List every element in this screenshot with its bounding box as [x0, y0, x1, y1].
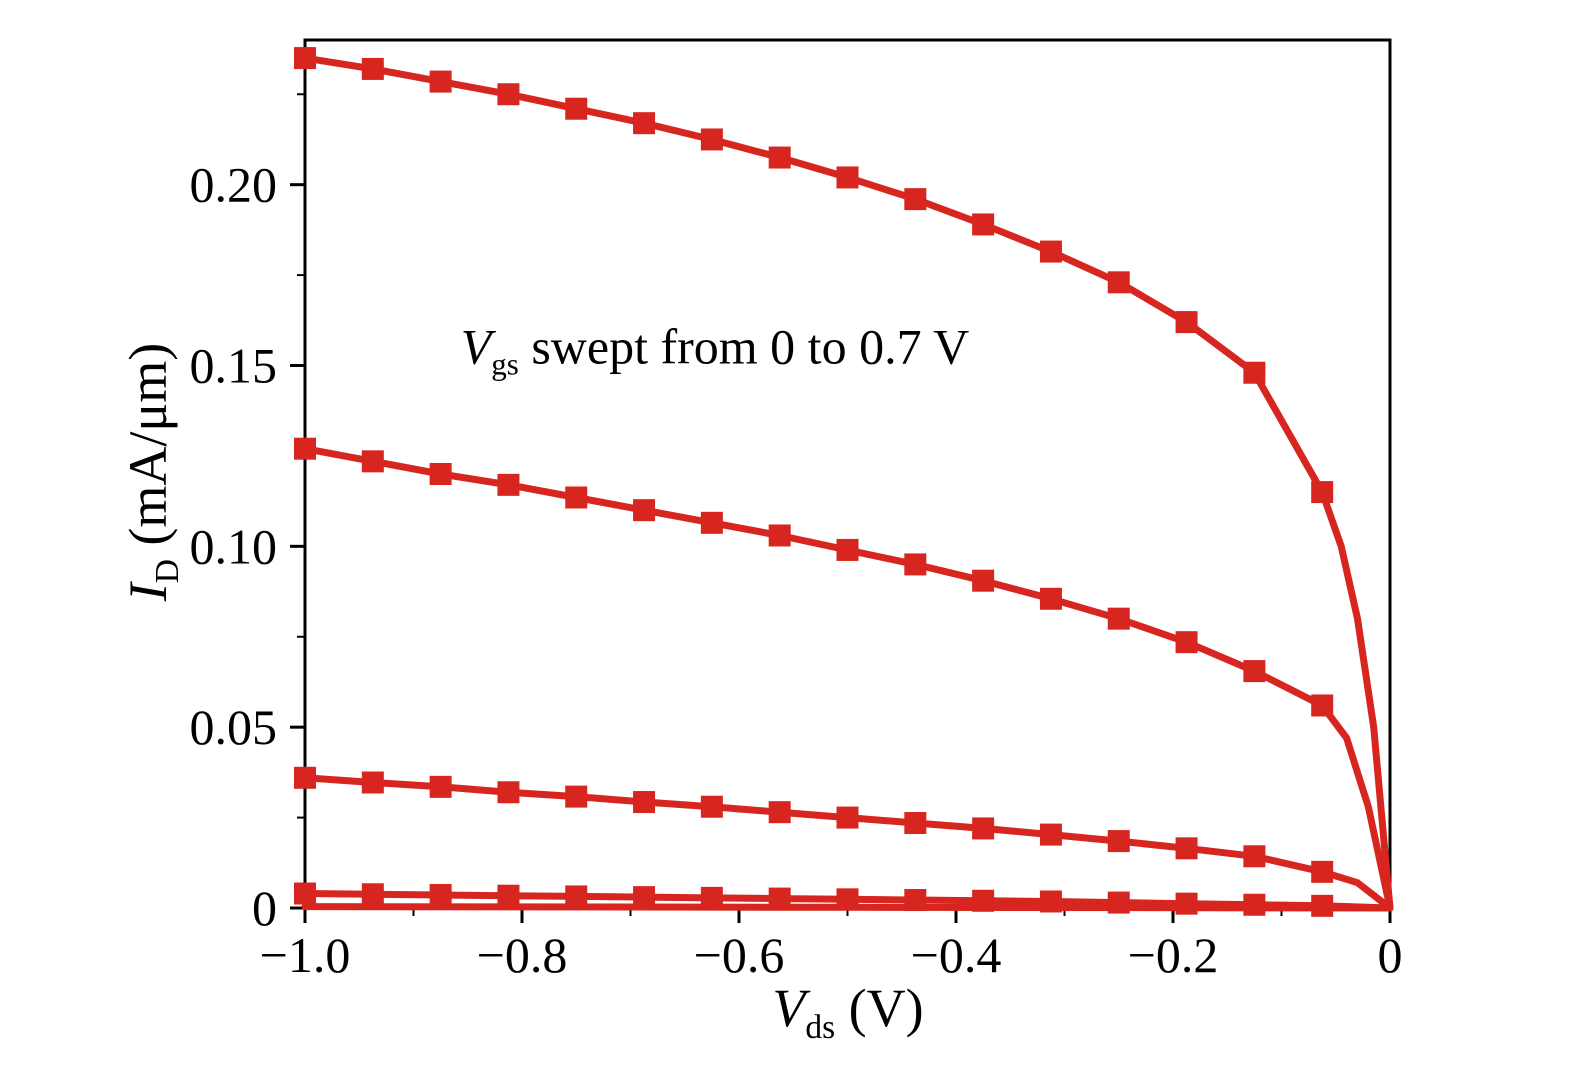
curve-1-marker	[1311, 481, 1334, 504]
curve-3-marker	[972, 817, 995, 840]
curve-1-marker	[1175, 311, 1198, 334]
x-axis-label: Vds (V)	[772, 977, 923, 1047]
curve-3-marker	[565, 785, 588, 808]
curve-3-marker	[1311, 860, 1334, 883]
curve-1-marker	[1107, 271, 1130, 294]
y-tick-label: 0	[252, 880, 277, 936]
curve-2-line	[301, 445, 1394, 912]
curve-3-marker	[1039, 823, 1062, 846]
curve-4-marker	[1107, 891, 1130, 914]
curve-3-marker	[497, 781, 520, 804]
curve-2-marker	[1243, 660, 1266, 683]
curve-3-marker	[836, 806, 859, 829]
curve-3-marker	[361, 771, 384, 794]
curve-4-marker	[1243, 893, 1266, 916]
curve-4-marker	[972, 889, 995, 912]
y-tick-label: 0.05	[190, 699, 278, 755]
curve-1-marker	[294, 47, 316, 70]
curve-4-marker	[700, 886, 723, 909]
curve-2-marker	[768, 524, 791, 547]
curve-4-marker	[633, 886, 656, 909]
curve-1-marker	[429, 70, 452, 93]
curve-2-marker	[633, 499, 656, 522]
x-axis-unit: (V)	[835, 978, 924, 1039]
curve-3-marker	[1107, 830, 1130, 853]
curve-1-marker	[633, 112, 656, 135]
curve-1-marker	[904, 188, 927, 211]
curve-1-marker	[497, 83, 520, 106]
curve-4-marker	[1039, 890, 1062, 913]
x-axis-variable: V	[772, 978, 806, 1039]
y-axis-variable: I	[118, 583, 179, 602]
curve-2-marker	[836, 538, 859, 561]
x-tick-label: −0.4	[911, 927, 1002, 983]
curve-2-marker	[1175, 631, 1198, 654]
annotation-subscript: gs	[491, 346, 519, 382]
curve-2-marker	[1039, 587, 1062, 610]
x-tick-label: −1.0	[260, 927, 351, 983]
curve-4-marker	[1175, 892, 1198, 915]
curve-2-marker	[700, 511, 723, 534]
curve-2-marker	[497, 473, 520, 496]
curve-2-marker	[904, 553, 927, 576]
curve-1-marker	[700, 128, 723, 151]
annotation-variable: V	[460, 318, 492, 375]
y-tick-label: 0.15	[190, 338, 278, 394]
curve-3-marker	[768, 801, 791, 824]
curve-3-marker	[1175, 837, 1198, 860]
curve-2-marker	[429, 463, 452, 485]
x-axis-subscript: ds	[805, 1008, 836, 1046]
curve-3-marker	[294, 766, 316, 789]
curve-1-marker	[1243, 361, 1266, 384]
curve-3-marker	[633, 791, 656, 814]
curve-3-marker	[904, 812, 927, 835]
curve-1-line	[301, 54, 1394, 912]
curve-3-marker	[1243, 845, 1266, 868]
curve-4-marker	[497, 884, 520, 907]
curve-3-line	[301, 774, 1394, 912]
curve-3-marker	[429, 775, 452, 798]
x-tick-label: −0.8	[477, 927, 568, 983]
curve-1-marker	[1039, 240, 1062, 263]
curve-1-marker	[836, 166, 859, 189]
curve-4-marker	[1311, 894, 1334, 917]
y-tick-label: 0.10	[190, 518, 278, 574]
curve-2-marker	[565, 486, 588, 509]
curve-4-marker	[836, 888, 859, 911]
curve-1-marker	[361, 57, 384, 80]
x-tick-label: −0.2	[1128, 927, 1219, 983]
curve-2-marker	[294, 437, 316, 460]
curve-1-marker	[972, 213, 995, 236]
curve-4-marker	[565, 885, 588, 908]
curve-4-marker	[294, 882, 316, 905]
annotation: Vgs swept from 0 to 0.7 V	[461, 318, 970, 383]
x-tick-label: −0.6	[694, 927, 785, 983]
y-tick-label: 0.20	[190, 157, 278, 213]
curve-4-marker	[361, 883, 384, 906]
curve-2-marker	[972, 569, 995, 592]
curve-4-marker	[904, 889, 927, 912]
y-axis-subscript: D	[148, 559, 186, 584]
curve-1-marker	[768, 146, 791, 169]
curve-4-marker	[768, 887, 791, 910]
x-tick-label: 0	[1378, 927, 1403, 983]
y-axis-unit: (mA/μm)	[118, 342, 179, 560]
y-axis-label: ID (mA/μm)	[117, 343, 187, 602]
annotation-text: swept from 0 to 0.7 V	[518, 318, 970, 375]
curve-2-marker	[1107, 607, 1130, 630]
curve-4-marker	[429, 883, 452, 906]
curve-2-marker	[361, 450, 384, 473]
curve-2-marker	[1311, 694, 1334, 717]
curve-1-marker	[565, 97, 588, 120]
curve-3-marker	[700, 795, 723, 818]
